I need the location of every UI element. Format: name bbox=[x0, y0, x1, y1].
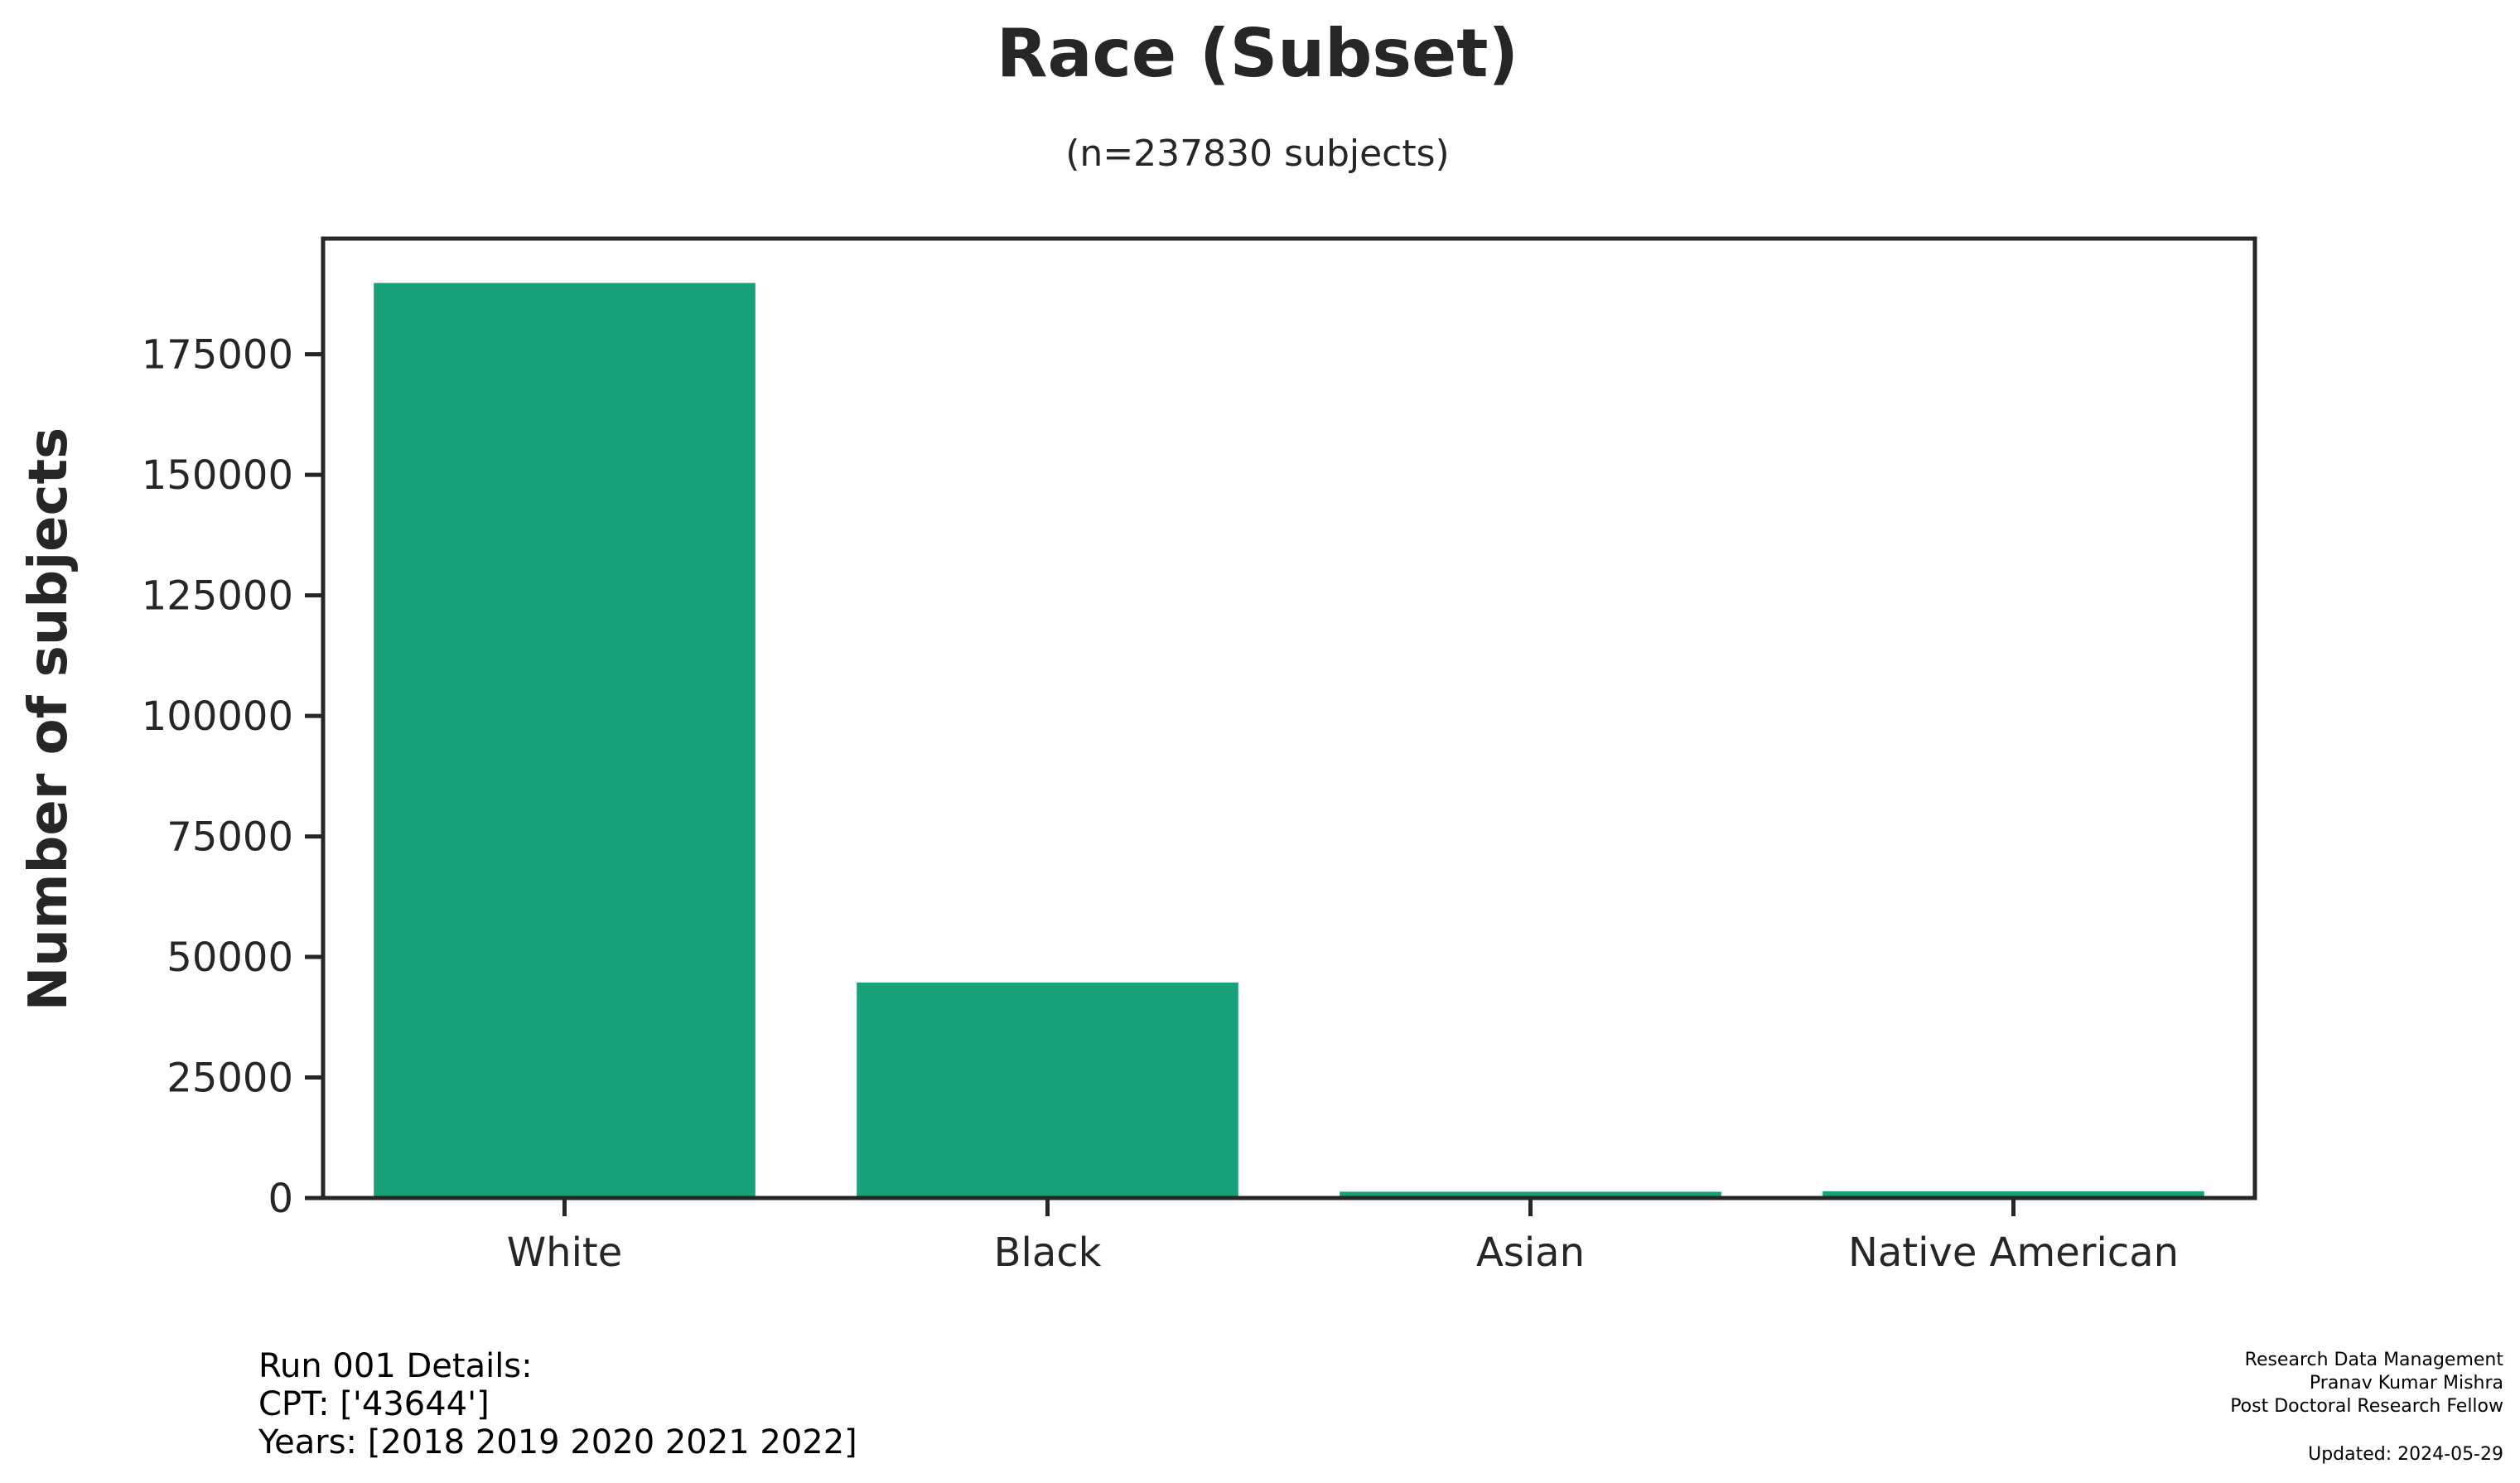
y-tick-label: 25000 bbox=[167, 1055, 293, 1102]
plot-frame bbox=[321, 236, 2257, 1200]
x-tick-label: Asian bbox=[1476, 1229, 1585, 1276]
y-tick-label: 75000 bbox=[167, 814, 293, 861]
y-tick-label: 125000 bbox=[142, 573, 293, 620]
bar-white bbox=[374, 283, 756, 1199]
footer-cpt: CPT: ['43644'] bbox=[258, 1385, 490, 1423]
x-tick-label: Black bbox=[994, 1229, 1102, 1276]
x-tick-label: White bbox=[507, 1229, 623, 1276]
y-tick-label: 0 bbox=[268, 1176, 293, 1222]
y-axis-ticks: 0 25000 50000 75000 100000 125000 150000 175000 bbox=[142, 332, 323, 1222]
bar-black bbox=[857, 982, 1238, 1198]
bars-group bbox=[374, 283, 2204, 1199]
x-tick-label: Native American bbox=[1848, 1229, 2179, 1276]
footer-organization: Research Data Management bbox=[2245, 1350, 2504, 1370]
y-tick-label: 175000 bbox=[142, 332, 293, 379]
footer-run-details: Run 001 Details: bbox=[258, 1347, 533, 1385]
y-tick-label: 100000 bbox=[142, 693, 293, 740]
bar-native-american bbox=[1822, 1191, 2204, 1198]
y-axis-label: Number of subjects bbox=[18, 428, 80, 1011]
y-tick-label: 150000 bbox=[142, 452, 293, 499]
bar-asian bbox=[1340, 1191, 1721, 1198]
footer-updated-date: Updated: 2024-05-29 bbox=[2308, 1444, 2503, 1465]
footer-author-role: Post Doctoral Research Fellow bbox=[2230, 1396, 2503, 1417]
footer-years: Years: [2018 2019 2020 2021 2022] bbox=[258, 1423, 857, 1461]
chart-subtitle: (n=237830 subjects) bbox=[1065, 133, 1449, 175]
y-tick-label: 50000 bbox=[167, 935, 293, 981]
x-axis-ticks: White Black Asian Native American bbox=[507, 1198, 2179, 1276]
footer-author: Pranav Kumar Mishra bbox=[2310, 1373, 2503, 1394]
chart-title: Race (Subset) bbox=[997, 15, 1518, 92]
